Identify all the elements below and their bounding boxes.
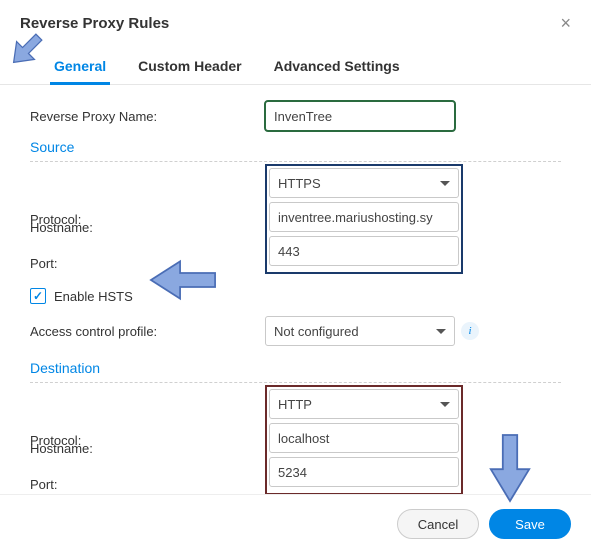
acp-value: Not configured bbox=[274, 324, 359, 339]
source-header: Source bbox=[30, 139, 561, 162]
tab-custom-header[interactable]: Custom Header bbox=[134, 58, 245, 84]
source-port-label: Port: bbox=[30, 256, 265, 271]
title-bar: Reverse Proxy Rules × bbox=[0, 0, 591, 40]
source-hostname-input[interactable] bbox=[269, 202, 459, 232]
dest-hostname-input[interactable] bbox=[269, 423, 459, 453]
form-body: Reverse Proxy Name: Source Protocol: HTT… bbox=[0, 85, 591, 501]
hsts-label: Enable HSTS bbox=[54, 289, 133, 304]
dest-protocol-value: HTTP bbox=[278, 397, 312, 412]
info-icon[interactable]: i bbox=[461, 322, 479, 340]
tab-general[interactable]: General bbox=[50, 58, 110, 84]
dest-protocol-select[interactable]: HTTP bbox=[269, 389, 459, 419]
close-icon[interactable]: × bbox=[560, 14, 571, 32]
name-input[interactable] bbox=[265, 101, 455, 131]
name-label: Reverse Proxy Name: bbox=[30, 109, 265, 124]
chevron-down-icon bbox=[440, 181, 450, 186]
hsts-checkbox[interactable]: ✓ bbox=[30, 288, 46, 304]
source-hostname-label: Hostname: bbox=[30, 220, 265, 235]
reverse-proxy-dialog: Reverse Proxy Rules × General Custom Hea… bbox=[0, 0, 591, 557]
dest-hostname-label: Hostname: bbox=[30, 441, 265, 456]
button-bar: Cancel Save bbox=[397, 509, 571, 539]
chevron-down-icon bbox=[440, 402, 450, 407]
footer-separator bbox=[0, 494, 591, 495]
tab-bar: General Custom Header Advanced Settings bbox=[0, 58, 591, 85]
acp-select[interactable]: Not configured bbox=[265, 316, 455, 346]
dialog-title: Reverse Proxy Rules bbox=[20, 15, 169, 32]
destination-header: Destination bbox=[30, 360, 561, 383]
acp-label: Access control profile: bbox=[30, 324, 265, 339]
source-protocol-value: HTTPS bbox=[278, 176, 321, 191]
save-button[interactable]: Save bbox=[489, 509, 571, 539]
dest-port-input[interactable] bbox=[269, 457, 459, 487]
source-port-input[interactable] bbox=[269, 236, 459, 266]
dest-port-label: Port: bbox=[30, 477, 265, 492]
chevron-down-icon bbox=[436, 329, 446, 334]
cancel-button[interactable]: Cancel bbox=[397, 509, 479, 539]
tab-advanced-settings[interactable]: Advanced Settings bbox=[270, 58, 404, 84]
source-protocol-select[interactable]: HTTPS bbox=[269, 168, 459, 198]
